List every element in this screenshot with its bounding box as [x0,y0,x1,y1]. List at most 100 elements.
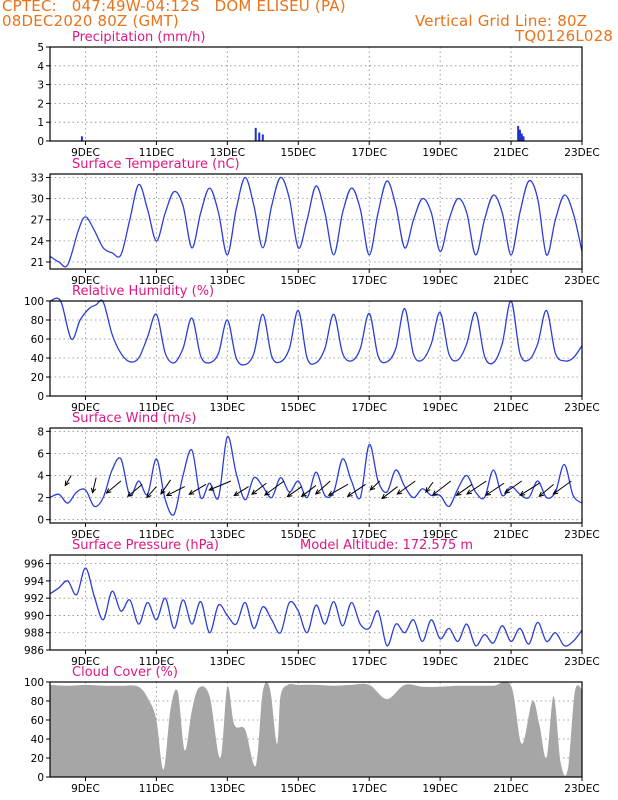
pressure-ytick-label: 988 [24,628,44,640]
wind-arrow [397,480,416,495]
wind-arrow-head [369,485,376,491]
precipitation-frame [49,46,583,142]
humidity-ytick-label: 20 [31,372,44,384]
humidity-ytick-label: 40 [31,353,44,365]
precipitation-title: Precipitation (mm/h) [72,30,205,45]
wind-ytick-label: 4 [37,471,44,483]
wind-ytick-label: 8 [37,426,44,438]
precipitation-ytick-label: 3 [37,80,44,92]
wind-arrow-head [160,488,166,495]
wind-arrow [369,480,381,491]
wind-arrow [160,479,171,495]
wind-arrow [381,486,398,499]
wind-arrow-head [126,491,133,498]
temperature-xtick-label: 19DEC [422,275,457,287]
header-grid-line: Vertical Grid Line: 80Z [415,12,588,30]
humidity-title: Relative Humidity (%) [72,284,214,299]
wind-arrow-head [327,490,334,496]
pressure-ytick-label: 994 [24,576,44,588]
humidity-xtick-label: 9DEC [71,402,100,414]
wind-arrow [347,483,366,497]
humidity-xtick-label: 19DEC [422,402,457,414]
wind-arrow [233,486,249,496]
wind-arrow-head [105,488,112,494]
precipitation-bar [520,133,523,141]
cloud-xtick-label: 11DEC [139,783,174,795]
cloud-xtick-label: 21DEC [493,783,528,795]
precipitation-xtick-label: 9DEC [71,147,100,159]
header-station: CPTEC: 047:49W-04:12S DOM ELISEU (PA) [2,0,346,15]
precipitation-bar [254,127,257,141]
wind-arrow-head [552,489,559,495]
wind-ytick-label: 0 [37,515,44,527]
wind-xtick-label: 19DEC [422,529,457,541]
precipitation-bar [258,132,261,141]
wind-arrow-head [519,490,526,496]
wind-arrow-head [425,487,431,494]
temperature-line [49,176,583,268]
pressure-xtick-label: 13DEC [210,656,245,668]
temperature-ytick-label: 27 [31,215,44,227]
wind-arrow [432,480,452,496]
cloud-ytick-label: 40 [31,734,44,746]
temperature-ytick-label: 21 [31,257,44,269]
cloud-ytick-label: 20 [31,753,44,765]
temperature-xtick-label: 13DEC [210,275,245,287]
wind-arrow [287,486,303,497]
wind-arrow [553,480,572,495]
cloud-frame [49,681,583,778]
wind-arrow [264,480,285,496]
wind-arrow [106,480,122,494]
cloud-ytick-label: 100 [24,677,44,689]
wind-arrow-head [188,489,195,495]
temperature-xtick-label: 23DEC [564,275,599,287]
wind-arrow [466,480,487,495]
wind-line [49,436,583,516]
pressure-annotation: Model Altitude: 172.575 m [300,538,473,553]
cloud-ytick-label: 60 [31,715,44,727]
temperature-ytick-label: 24 [31,236,45,248]
temperature-xtick-label: 11DEC [139,275,174,287]
precipitation-xtick-label: 17DEC [351,147,386,159]
wind-arrow [301,485,317,497]
cloud-xtick-label: 9DEC [71,783,100,795]
wind-arrow [64,475,72,486]
humidity-ytick-label: 80 [31,315,44,327]
humidity-xtick-label: 23DEC [564,402,599,414]
wind-arrow [485,482,505,496]
humidity-ytick-label: 0 [37,391,44,403]
header-date: 08DEC2020 80Z (GMT) [2,12,179,30]
pressure-xtick-label: 11DEC [139,656,174,668]
wind-arrow-head [251,489,257,495]
pressure-line [49,567,583,647]
precipitation-xtick-label: 13DEC [210,147,245,159]
wind-arrow-head [396,489,403,495]
temperature-ytick-label: 33 [31,173,44,185]
wind-xtick-label: 13DEC [210,529,245,541]
wind-arrow [328,483,349,496]
cloud-xtick-label: 17DEC [351,783,386,795]
wind-arrow [425,481,434,493]
precipitation-bar [518,129,521,141]
pressure-ytick-label: 990 [24,610,44,622]
wind-arrow-head [381,493,387,500]
precipitation-xtick-label: 19DEC [422,147,457,159]
precipitation-xtick-label: 15DEC [281,147,316,159]
cloud-ytick-label: 0 [37,772,44,784]
wind-xtick-label: 15DEC [281,529,316,541]
humidity-xtick-label: 11DEC [139,402,174,414]
wind-xtick-label: 21DEC [493,529,528,541]
pressure-ytick-label: 996 [24,559,44,571]
temperature-xtick-label: 9DEC [71,275,100,287]
temperature-xtick-label: 21DEC [493,275,528,287]
wind-arrow [538,483,554,497]
cloud-xtick-label: 23DEC [564,783,599,795]
wind-arrow [504,480,522,494]
wind-xtick-label: 11DEC [139,529,174,541]
wind-arrow [188,483,207,495]
wind-arrow-head [233,491,240,497]
pressure-title: Surface Pressure (hPa) [72,538,219,553]
wind-arrow-head [346,491,353,497]
wind-xtick-label: 9DEC [71,529,100,541]
